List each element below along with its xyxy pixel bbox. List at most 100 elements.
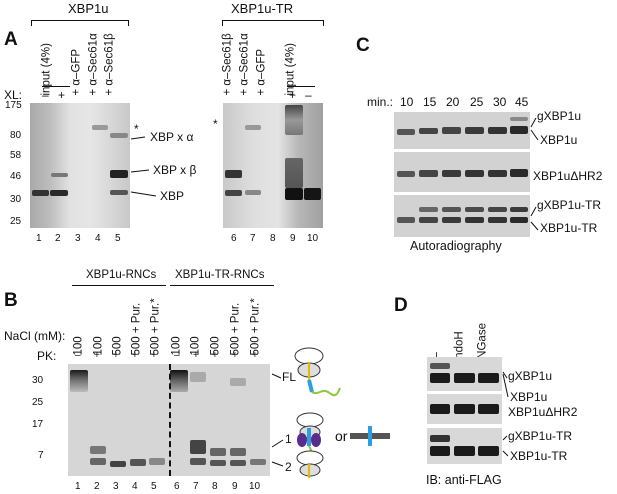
gel-c-bottom xyxy=(394,195,530,237)
mw-a-25: 25 xyxy=(10,216,22,227)
pk-b-9: + xyxy=(232,350,238,361)
lane-num-b-1: 1 xyxy=(75,481,81,492)
d-label-gxbp1u: gXBP1u xyxy=(508,369,553,383)
annot-xbp-x-beta: XBP x β xyxy=(153,163,197,177)
time-45: 45 xyxy=(515,95,529,109)
time-25: 25 xyxy=(470,95,484,109)
c-footer: Autoradiography xyxy=(410,239,502,253)
lane-num-a-7: 7 xyxy=(250,233,256,244)
pk-b-6: – xyxy=(174,350,180,361)
xl-right-1: + xyxy=(289,88,297,102)
mw-b-17: 17 xyxy=(32,419,44,430)
mw-a-175: 175 xyxy=(5,100,22,111)
annot-xbp: XBP xyxy=(160,189,185,203)
gel-d-bottom xyxy=(427,428,502,464)
lane-num-a-10: 10 xyxy=(307,233,319,244)
xl-label: XL: xyxy=(4,88,23,102)
pk-label: PK: xyxy=(37,349,57,363)
lane-num-b-2: 2 xyxy=(94,481,100,492)
panel-a-letter: A xyxy=(4,29,18,50)
mw-b-25: 25 xyxy=(32,397,44,408)
gel-c-top xyxy=(394,112,530,149)
gel-d-top xyxy=(427,357,502,391)
time-10: 10 xyxy=(400,95,414,109)
asterisk-a-left: * xyxy=(134,122,139,136)
c-label-gxbp1u: gXBP1u xyxy=(537,109,582,123)
d-label-gxbp1u-tr: gXBP1u-TR xyxy=(508,429,573,443)
d-label-xbp1u-tr: XBP1u-TR xyxy=(510,449,568,463)
lane-num-b-8: 8 xyxy=(212,481,218,492)
lane-num-b-9: 9 xyxy=(232,481,238,492)
panel-b-letter: B xyxy=(4,290,18,311)
lane-num-a-4: 4 xyxy=(95,233,101,244)
d-footer: IB: anti-FLAG xyxy=(426,473,502,487)
panel-a-header-left-bracket xyxy=(31,20,129,21)
time-20: 20 xyxy=(446,95,460,109)
lane-num-a-8: 8 xyxy=(270,233,276,244)
c-label-xbp1u-tr: XBP1u-TR xyxy=(540,221,598,235)
lane-num-a-3: 3 xyxy=(75,233,81,244)
ribosome-1-icon xyxy=(296,412,324,453)
panel-a-header-right-bracket xyxy=(222,20,324,21)
lane-num-a-1: 1 xyxy=(36,233,42,244)
xl-right-2: – xyxy=(305,88,312,102)
time-30: 30 xyxy=(493,95,507,109)
lane-num-b-10: 10 xyxy=(249,481,261,492)
panel-d-letter: D xyxy=(394,295,408,316)
nacl-label: NaCl (mM): xyxy=(4,329,66,343)
lane-num-b-3: 3 xyxy=(113,481,119,492)
panel-a-header-left: XBP1u xyxy=(68,1,109,16)
annot-2: 2 xyxy=(285,460,292,474)
lane-num-b-4: 4 xyxy=(132,481,138,492)
b-group-left: XBP1u-RNCs xyxy=(86,269,157,281)
membrane-fragment-icon xyxy=(350,426,390,446)
mw-a-58: 58 xyxy=(10,150,22,161)
pk-b-3: + xyxy=(113,350,119,361)
panel-a-header-right: XBP1u-TR xyxy=(231,1,294,16)
mw-a-46: 46 xyxy=(10,171,22,182)
panel-c-letter: C xyxy=(356,35,370,56)
gel-c-middle xyxy=(394,152,530,192)
annot-xbp-x-alpha: XBP x α xyxy=(150,130,194,144)
time-15: 15 xyxy=(423,95,437,109)
ribosome-2-icon xyxy=(296,450,324,478)
gel-d-middle xyxy=(427,394,502,424)
asterisk-a-right: * xyxy=(213,117,218,131)
d-label-xbp1u: XBP1u xyxy=(510,390,548,404)
c-label-xbp1u: XBP1u xyxy=(540,133,578,147)
lane-num-b-5: 5 xyxy=(151,481,157,492)
pk-b-5: + xyxy=(151,350,157,361)
xl-left-1: – xyxy=(42,88,49,102)
pk-b-10: + xyxy=(252,350,258,361)
mw-a-80: 80 xyxy=(10,130,22,141)
gel-a-right xyxy=(223,103,323,228)
min-label: min.: xyxy=(367,95,394,109)
annot-fl: FL xyxy=(282,370,297,384)
c-label-gxbp1u-tr: gXBP1u-TR xyxy=(537,198,602,212)
pk-b-1: – xyxy=(75,350,81,361)
gel-a-left xyxy=(30,103,130,228)
mw-a-30: 30 xyxy=(10,194,22,205)
lane-num-b-7: 7 xyxy=(193,481,199,492)
pk-b-7: + xyxy=(193,350,199,361)
lane-num-b-6: 6 xyxy=(174,481,180,492)
lane-num-a-5: 5 xyxy=(115,233,121,244)
d-label-xbp1u-dhr2: XBP1uΔHR2 xyxy=(508,405,578,419)
annot-or: or xyxy=(335,428,348,444)
lane-num-a-6: 6 xyxy=(231,233,237,244)
mw-b-30: 30 xyxy=(32,375,44,386)
annot-1: 1 xyxy=(285,432,292,446)
b-group-right: XBP1u-TR-RNCs xyxy=(175,269,265,281)
mw-b-7: 7 xyxy=(38,450,44,461)
pk-b-4: + xyxy=(132,350,138,361)
xl-left-2: + xyxy=(58,88,66,102)
lane-num-a-2: 2 xyxy=(55,233,61,244)
pk-b-2: + xyxy=(94,350,100,361)
ribosome-fl-icon xyxy=(294,347,341,397)
pk-b-8: + xyxy=(212,350,218,361)
gel-b-divider xyxy=(169,364,171,476)
lane-num-a-9: 9 xyxy=(290,233,296,244)
c-label-xbp1u-dhr2: XBP1uΔHR2 xyxy=(533,169,603,183)
